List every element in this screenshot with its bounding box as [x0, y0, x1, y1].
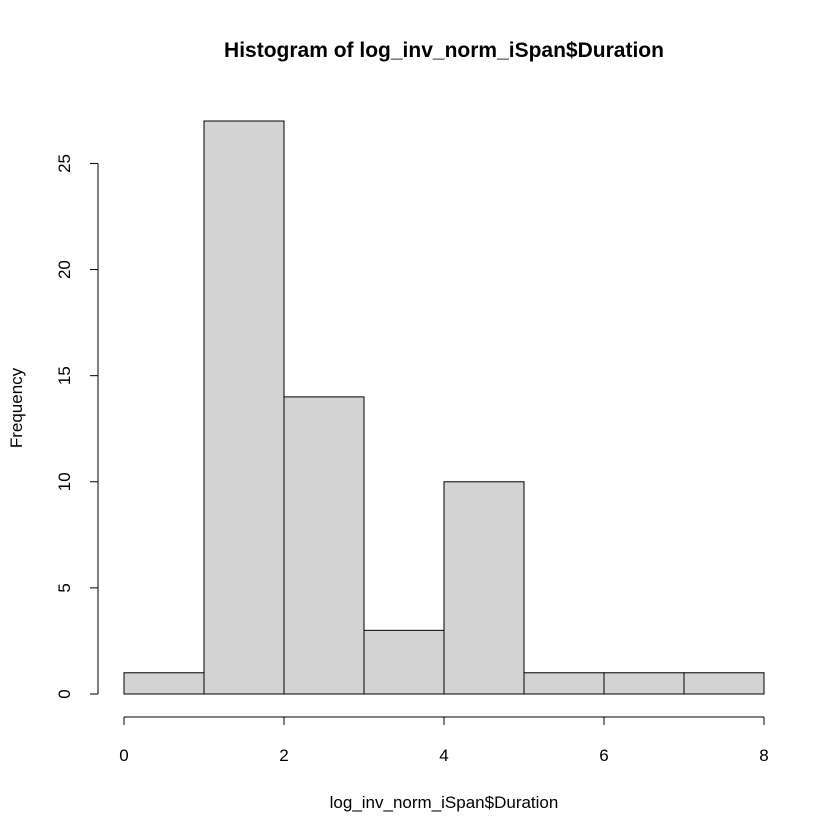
histogram-bar-3: [363, 629, 445, 695]
histogram-bar-2: [283, 396, 365, 695]
histogram-bar-0: [123, 672, 205, 695]
y-tick-label-1: 5: [55, 583, 74, 592]
x-tick-label-0: 0: [119, 746, 128, 765]
bars-group: [123, 120, 765, 695]
histogram-bar-4: [443, 481, 525, 695]
y-tick-label-5: 25: [55, 154, 74, 173]
y-axis-label: Frequency: [7, 367, 26, 448]
histogram-bar-5: [523, 672, 605, 695]
x-axis: 0 2 4 6 8: [119, 716, 769, 765]
chart-title: Histogram of log_inv_norm_iSpan$Duration: [224, 39, 664, 62]
x-tick-label-4: 8: [759, 746, 768, 765]
histogram-bar-7: [683, 672, 765, 695]
x-axis-label: log_inv_norm_iSpan$Duration: [330, 793, 559, 812]
histogram-bar-6: [603, 672, 685, 695]
y-axis: 0 5 10 15 20 25: [55, 154, 99, 699]
y-tick-label-0: 0: [55, 689, 74, 698]
x-tick-label-1: 2: [279, 746, 288, 765]
x-tick-label-2: 4: [439, 746, 448, 765]
y-tick-label-2: 10: [55, 472, 74, 491]
y-tick-label-3: 15: [55, 366, 74, 385]
x-tick-label-3: 6: [599, 746, 608, 765]
y-tick-label-4: 20: [55, 260, 74, 279]
histogram-bar-1: [203, 120, 285, 695]
